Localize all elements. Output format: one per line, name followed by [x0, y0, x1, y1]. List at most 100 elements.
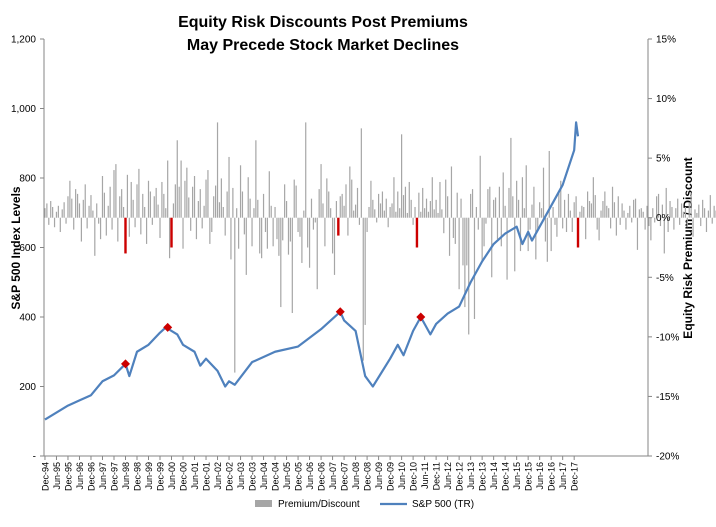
left-tick-label: 1,000 — [11, 104, 36, 115]
premium-bar — [78, 203, 81, 218]
left-tick-label: 400 — [19, 313, 36, 324]
premium-bar — [69, 180, 71, 218]
premium-bar — [199, 189, 201, 218]
premium-bar — [608, 208, 610, 218]
premium-bar — [310, 198, 313, 218]
x-tick-label: Dec-15 — [524, 462, 534, 491]
x-tick-label: Jun-05 — [282, 462, 292, 490]
premium-bar — [84, 184, 86, 218]
premium-bar — [53, 217, 56, 228]
premium-bar — [460, 198, 462, 218]
premium-bar — [90, 195, 92, 218]
premium-bar — [598, 217, 600, 241]
premium-bar — [709, 195, 711, 218]
premium-bar — [163, 193, 165, 218]
premium-bar — [188, 197, 190, 218]
premium-bar — [222, 206, 224, 218]
premium-bar — [316, 217, 318, 290]
premium-bar — [408, 181, 410, 218]
legend-label-bars: Premium/Discount — [278, 499, 360, 510]
premium-bar — [690, 192, 692, 218]
premium-bar — [585, 217, 587, 240]
premium-bar — [113, 170, 115, 218]
premium-bar — [341, 193, 343, 218]
premium-bar — [462, 217, 464, 266]
premium-bar — [347, 217, 349, 236]
x-tick-label: Dec-97 — [109, 462, 119, 491]
x-tick-label: Dec-04 — [271, 462, 281, 491]
premium-bar — [379, 203, 382, 218]
premium-bar — [153, 196, 155, 218]
premium-bar — [383, 210, 385, 218]
premium-bar — [307, 217, 309, 248]
premium-bar — [711, 217, 713, 224]
premium-bar — [326, 178, 328, 218]
premium-bar — [213, 196, 215, 218]
premium-bar — [506, 217, 508, 280]
premium-bar — [657, 193, 660, 218]
premium-bar — [168, 217, 171, 259]
premium-bar — [381, 191, 384, 218]
x-tick-label: Jun-00 — [167, 462, 177, 490]
premium-bar — [330, 208, 332, 218]
premium-bar — [575, 196, 577, 218]
x-tick-label: Jun-14 — [489, 462, 499, 490]
premium-bar — [151, 217, 153, 225]
premium-bar — [600, 210, 602, 218]
premium-bar — [372, 199, 374, 218]
right-tick-label: -15% — [656, 392, 679, 403]
x-tick-label: Jun-08 — [351, 462, 361, 490]
premium-discount-bars — [44, 122, 716, 373]
x-tick-label: Jun-11 — [420, 462, 430, 489]
premium-bar — [431, 177, 433, 218]
premium-bar — [192, 186, 194, 218]
premium-bar — [450, 166, 453, 218]
x-tick-label: Jun-01 — [190, 462, 200, 490]
premium-bar — [470, 193, 472, 218]
premium-bar — [358, 217, 361, 225]
premium-bar — [75, 189, 77, 218]
premium-bar — [546, 217, 548, 262]
right-axis-label: Equity Risk Premium / Discount — [681, 157, 695, 338]
premium-bar — [477, 217, 479, 230]
premium-bar — [245, 217, 247, 275]
premium-bar — [351, 179, 353, 218]
x-tick-label: Dec-07 — [340, 462, 350, 491]
premium-bar — [215, 185, 217, 218]
premium-bar — [161, 181, 163, 218]
premium-bar — [63, 202, 65, 218]
premium-bar — [548, 150, 550, 218]
premium-bar — [94, 217, 96, 256]
premium-bar — [401, 134, 403, 218]
premium-bar — [364, 217, 366, 325]
premium-bar — [611, 186, 614, 218]
x-tick-label: Jun-16 — [535, 462, 545, 490]
premium-bar — [667, 217, 669, 233]
peak-marker — [335, 307, 345, 317]
chart-title-line-2: May Precede Stock Market Declines — [187, 37, 459, 54]
premium-bar — [596, 217, 598, 230]
premium-bar — [220, 178, 222, 218]
left-tick-label: 200 — [19, 382, 36, 393]
premium-bar — [205, 179, 207, 218]
premium-bar — [592, 177, 594, 218]
x-tick-label: Jun-99 — [144, 462, 154, 490]
premium-bar — [134, 217, 136, 228]
premium-bar — [466, 217, 468, 266]
premium-bar — [508, 187, 510, 218]
premium-bar — [172, 203, 175, 218]
premium-bar — [414, 206, 416, 218]
premium-bar — [523, 208, 525, 218]
right-tick-label: 5% — [656, 154, 671, 165]
premium-bar — [487, 189, 489, 218]
premium-bar — [46, 203, 48, 218]
premium-bar — [567, 193, 570, 218]
x-tick-label: Dec-11 — [432, 462, 442, 490]
premium-bar — [301, 217, 303, 263]
right-tick-label: 0% — [656, 213, 671, 224]
premium-bar — [606, 205, 608, 218]
premium-bar — [642, 211, 644, 218]
premium-bar — [485, 217, 487, 224]
